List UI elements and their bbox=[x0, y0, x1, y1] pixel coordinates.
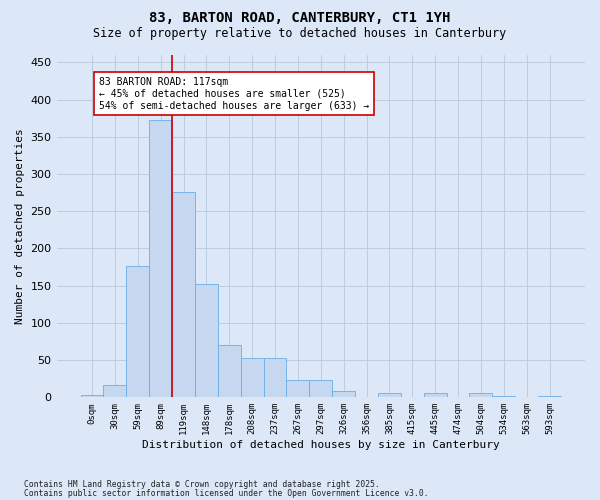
Text: 83, BARTON ROAD, CANTERBURY, CT1 1YH: 83, BARTON ROAD, CANTERBURY, CT1 1YH bbox=[149, 12, 451, 26]
Bar bbox=[103, 384, 127, 398]
Text: Contains HM Land Registry data © Crown copyright and database right 2025.: Contains HM Land Registry data © Crown c… bbox=[24, 480, 380, 489]
Text: Contains public sector information licensed under the Open Government Licence v3: Contains public sector information licen… bbox=[24, 488, 428, 498]
Bar bbox=[218, 345, 241, 398]
Text: Size of property relative to detached houses in Canterbury: Size of property relative to detached ho… bbox=[94, 28, 506, 40]
Bar bbox=[195, 284, 218, 398]
Y-axis label: Number of detached properties: Number of detached properties bbox=[15, 128, 25, 324]
Bar bbox=[378, 393, 401, 398]
Bar bbox=[149, 120, 172, 398]
Bar bbox=[538, 396, 561, 398]
Bar bbox=[80, 395, 103, 398]
Bar bbox=[493, 396, 515, 398]
Bar bbox=[469, 393, 493, 398]
Bar bbox=[127, 266, 149, 398]
Bar bbox=[332, 390, 355, 398]
Bar bbox=[310, 380, 332, 398]
Text: 83 BARTON ROAD: 117sqm
← 45% of detached houses are smaller (525)
54% of semi-de: 83 BARTON ROAD: 117sqm ← 45% of detached… bbox=[99, 78, 369, 110]
Bar bbox=[286, 380, 310, 398]
Bar bbox=[172, 192, 195, 398]
X-axis label: Distribution of detached houses by size in Canterbury: Distribution of detached houses by size … bbox=[142, 440, 500, 450]
Bar bbox=[241, 358, 263, 398]
Bar bbox=[424, 393, 446, 398]
Bar bbox=[263, 358, 286, 398]
